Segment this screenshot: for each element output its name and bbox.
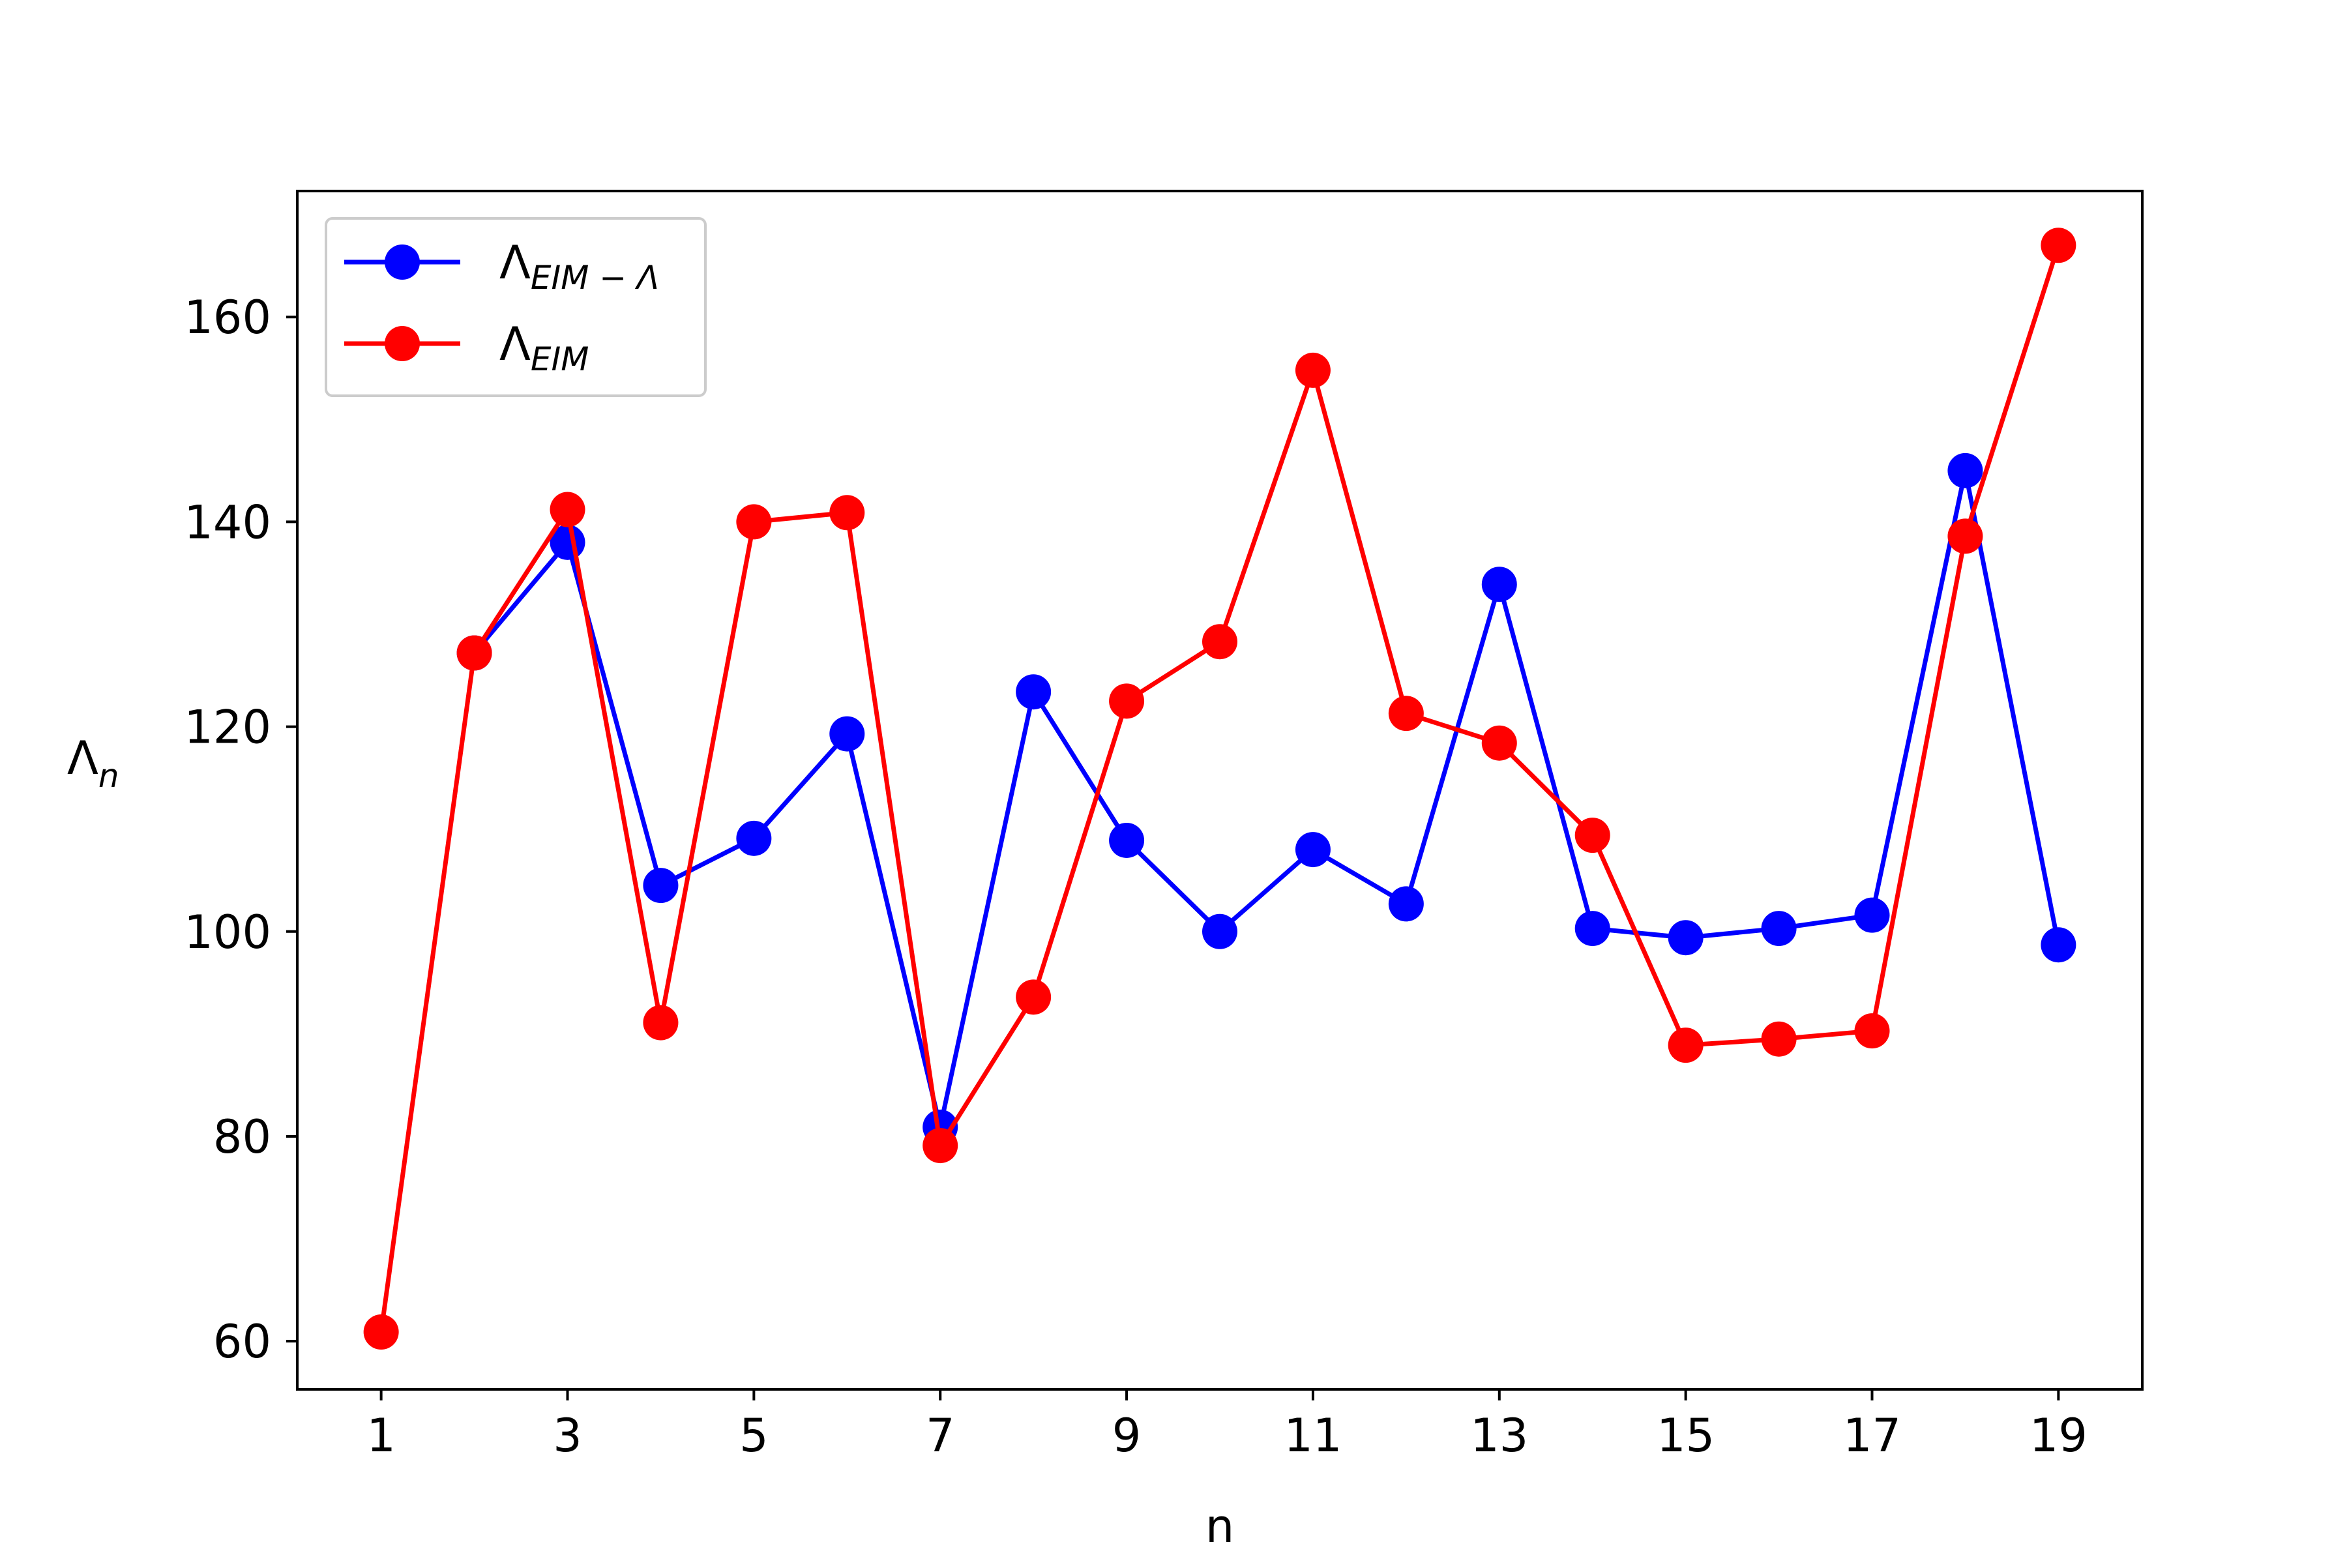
data-point	[1388, 886, 1424, 922]
plot-area-frame	[296, 190, 2144, 1391]
data-point	[923, 1128, 958, 1164]
y-tick-label: 120	[184, 701, 271, 754]
data-point	[1481, 567, 1517, 602]
data-point	[363, 1314, 399, 1350]
data-point	[1854, 897, 1890, 933]
data-point	[550, 492, 585, 527]
data-point	[1202, 624, 1237, 660]
data-point	[1388, 696, 1424, 732]
x-tick-label: 19	[2030, 1409, 2088, 1462]
y-axis-label: Λn	[67, 732, 119, 795]
legend-entry-eim: ΛEIM	[344, 318, 589, 378]
data-point	[1761, 911, 1797, 947]
x-tick-label: 17	[1843, 1409, 1901, 1462]
legend-marker-eim	[385, 326, 420, 361]
legend-label-eim: Λ	[499, 318, 531, 371]
y-tick-label: 160	[184, 291, 271, 344]
data-point	[829, 495, 865, 531]
data-point	[1574, 911, 1610, 947]
data-point	[2041, 927, 2076, 963]
x-tick-label: 13	[1470, 1409, 1528, 1462]
data-point	[643, 1005, 679, 1041]
data-point	[1109, 683, 1145, 719]
legend-entry-eim-lambda: ΛEIM − Λ	[344, 236, 659, 297]
legend-marker-eim-lambda	[385, 244, 420, 280]
data-point	[456, 635, 492, 671]
data-point	[829, 716, 865, 752]
data-point	[1668, 920, 1704, 956]
legend-label-eim-lambda: Λ	[499, 236, 531, 289]
y-tick-label: 140	[184, 496, 271, 549]
data-point	[1202, 913, 1237, 949]
y-axis-label-base: Λ	[67, 732, 98, 785]
y-tick-label: 80	[213, 1110, 271, 1164]
x-tick-label: 1	[366, 1409, 396, 1462]
data-point	[1947, 452, 1983, 488]
data-point	[1854, 1013, 1890, 1049]
data-point	[1016, 674, 1052, 710]
data-point	[1295, 832, 1331, 868]
y-tick-label: 100	[184, 906, 271, 959]
x-tick-label: 9	[1112, 1409, 1142, 1462]
y-tick-label: 60	[213, 1315, 271, 1368]
svg-text:ΛEIM − Λ: ΛEIM − Λ	[499, 236, 659, 297]
x-axis-label: n	[1205, 1500, 1234, 1553]
x-tick-label: 3	[553, 1409, 582, 1462]
y-axis-label-subscript: n	[98, 757, 119, 795]
data-point	[736, 820, 772, 856]
legend-label-eim-subscript: EIM	[531, 340, 589, 378]
data-point	[1668, 1028, 1704, 1063]
data-point	[1109, 822, 1145, 858]
data-point	[643, 868, 679, 904]
data-point	[736, 504, 772, 540]
legend-label-eim-lambda-subscript: EIM − Λ	[531, 259, 659, 297]
x-tick-label: 5	[739, 1409, 769, 1462]
svg-text:Λn: Λn	[67, 732, 119, 795]
data-point	[1574, 818, 1610, 853]
data-point	[1947, 518, 1983, 554]
data-point	[1761, 1021, 1797, 1057]
x-tick-label: 15	[1657, 1409, 1715, 1462]
svg-text:ΛEIM: ΛEIM	[499, 318, 589, 378]
x-tick-label: 7	[926, 1409, 955, 1462]
legend: ΛEIM − Λ ΛEIM	[325, 217, 707, 397]
series-layer	[363, 228, 2076, 1350]
data-point	[2041, 228, 2076, 263]
series-eim	[363, 228, 2076, 1350]
data-point	[1016, 979, 1052, 1015]
data-point	[1295, 352, 1331, 388]
x-tick-label: 11	[1284, 1409, 1342, 1462]
data-point	[1481, 725, 1517, 761]
